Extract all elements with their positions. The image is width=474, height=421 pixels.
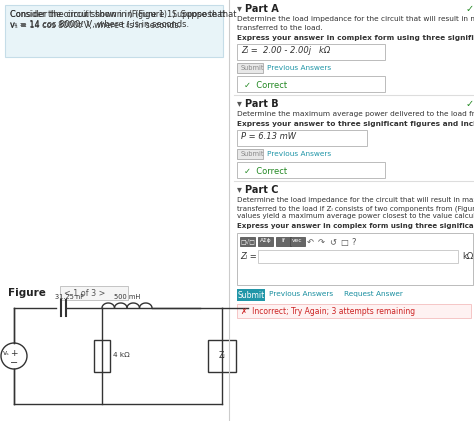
Text: s: s (14, 22, 17, 27)
Bar (237, 44, 385, 60)
Text: Determine the load impedance for the circuit that will result in maximum average: Determine the load impedance for the cir… (237, 16, 474, 22)
Bar (60, 286, 128, 300)
Text: Express your answer in complex form using three significant figures.: Express your answer in complex form usin… (237, 35, 474, 41)
Bar (290, 237, 305, 246)
Bar (208, 340, 236, 372)
Text: AΣϕ: AΣϕ (260, 238, 271, 243)
Text: P = 6.13 mW: P = 6.13 mW (241, 132, 296, 141)
Text: ↷: ↷ (318, 238, 325, 247)
Text: Previous Answers: Previous Answers (269, 291, 333, 297)
Text: Express your answer in complex form using three significant figures.: Express your answer in complex form usin… (237, 223, 474, 229)
Text: v: v (10, 20, 15, 29)
Bar (258, 237, 273, 246)
Bar (237, 149, 263, 159)
Text: Zₗ: Zₗ (219, 352, 225, 360)
Text: If: If (282, 238, 285, 243)
Text: Previous Answers: Previous Answers (267, 64, 331, 70)
Bar (276, 237, 291, 246)
Text: Determine the maximum average power delivered to the load from the previous part: Determine the maximum average power deli… (237, 111, 474, 117)
Bar (5, 5, 223, 57)
Text: Zₗ =: Zₗ = (240, 252, 257, 261)
Text: □: □ (340, 238, 348, 247)
Text: Request Answer: Request Answer (344, 291, 403, 297)
Text: ✓: ✓ (466, 4, 474, 14)
Text: 500 mH: 500 mH (114, 294, 140, 300)
Text: ↶: ↶ (307, 238, 314, 247)
Text: Part B: Part B (245, 99, 279, 109)
Text: Part A: Part A (245, 4, 279, 14)
Text: vec: vec (292, 238, 303, 243)
Text: ▾: ▾ (237, 185, 245, 195)
Text: ▾: ▾ (237, 4, 245, 14)
Text: ▾: ▾ (237, 99, 245, 109)
Text: transferred to the load.: transferred to the load. (237, 25, 323, 31)
Text: values yield a maximum average power closest to the value calculated in the prev: values yield a maximum average power clo… (237, 213, 474, 219)
Text: ✓  Correct: ✓ Correct (244, 167, 287, 176)
Text: Submit: Submit (237, 291, 264, 300)
Text: 31.25 nF: 31.25 nF (55, 294, 84, 300)
Bar (237, 304, 471, 318)
Bar (240, 237, 255, 246)
Text: Submit: Submit (241, 64, 264, 70)
Text: Consider the circuit shown in (Figure 1). Suppose that: Consider the circuit shown in (Figure 1)… (10, 10, 225, 19)
Text: □√□: □√□ (240, 238, 255, 244)
Text: ✓: ✓ (466, 99, 474, 109)
Bar (237, 130, 367, 146)
Text: 4 kΩ: 4 kΩ (113, 352, 130, 358)
Bar (237, 162, 385, 178)
Text: Zₗ =  2.00 - 2.00j   kΩ: Zₗ = 2.00 - 2.00j kΩ (241, 46, 330, 55)
Bar (94, 340, 110, 372)
Text: −: − (10, 358, 18, 368)
Text: vₛ = 14 cos 8000t V, where t is in seconds.: vₛ = 14 cos 8000t V, where t is in secon… (10, 21, 181, 30)
Text: +: + (10, 349, 18, 358)
Text: Part C: Part C (245, 185, 279, 195)
Text: < 1 of 3 >: < 1 of 3 > (64, 289, 105, 298)
Text: vₛ: vₛ (3, 350, 10, 356)
Text: Determine the load impedance for the circuit that will result in maximum average: Determine the load impedance for the cir… (237, 197, 474, 203)
Text: kΩ: kΩ (462, 252, 473, 261)
Text: = 14 cos 8000ℓ V, where ℓ is in seconds.: = 14 cos 8000ℓ V, where ℓ is in seconds. (17, 20, 189, 29)
Text: transferred to the load if Zₗ consists of two components from (Figure 2) and (Fi: transferred to the load if Zₗ consists o… (237, 205, 474, 211)
Bar (237, 63, 263, 73)
Bar (258, 250, 458, 263)
Text: Express your answer to three significant figures and include the appropriate uni: Express your answer to three significant… (237, 121, 474, 127)
Text: ↺: ↺ (329, 238, 336, 247)
Text: Submit: Submit (241, 150, 264, 157)
Text: ✗  Incorrect; Try Again; 3 attempts remaining: ✗ Incorrect; Try Again; 3 attempts remai… (241, 307, 415, 316)
Text: Previous Answers: Previous Answers (267, 150, 331, 157)
Text: Consider the circuit shown in (Figure 1). Suppose that: Consider the circuit shown in (Figure 1)… (10, 10, 237, 19)
Bar (237, 76, 385, 92)
Bar (237, 289, 265, 301)
Text: ?: ? (351, 238, 356, 247)
Text: ✓  Correct: ✓ Correct (244, 81, 287, 90)
Bar (237, 233, 473, 285)
Text: Figure: Figure (8, 288, 46, 298)
